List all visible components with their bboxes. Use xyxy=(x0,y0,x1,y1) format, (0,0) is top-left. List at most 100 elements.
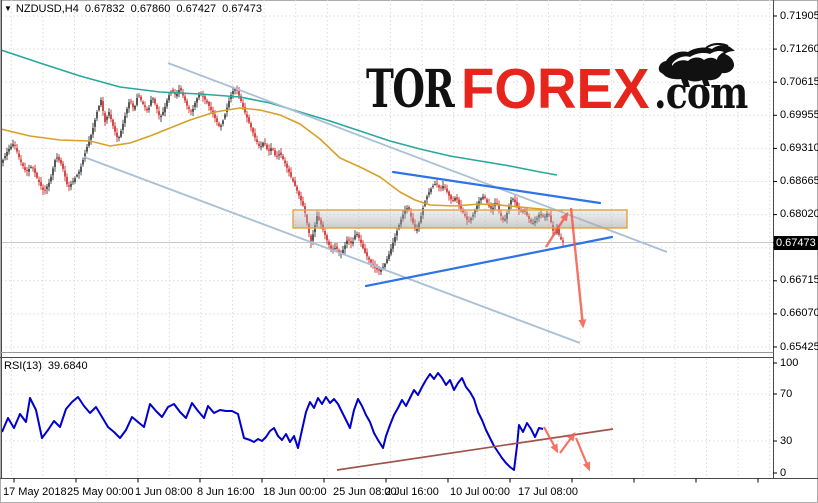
bounce-up-arrow[interactable] xyxy=(544,211,569,248)
candle-body xyxy=(324,231,326,235)
candle-body xyxy=(328,241,330,245)
candle-body xyxy=(168,95,170,101)
candle-body xyxy=(240,96,242,101)
candle-body xyxy=(270,148,272,152)
candle-body xyxy=(244,106,246,113)
candle-body xyxy=(110,114,112,119)
forecast-down-arrow[interactable] xyxy=(569,207,587,329)
rsi-line xyxy=(1,372,544,471)
candle-body xyxy=(130,101,132,103)
ma-slow-teal xyxy=(1,49,558,176)
candle-body xyxy=(128,102,130,109)
candle-body xyxy=(50,176,52,182)
candle-body xyxy=(112,119,114,126)
candle-body xyxy=(266,144,268,150)
candle-body xyxy=(2,160,4,163)
candle-body xyxy=(228,101,230,108)
candle-body xyxy=(480,198,482,201)
candle-body xyxy=(492,207,494,211)
candle-body xyxy=(516,201,518,206)
rsi-support-trendline[interactable] xyxy=(336,428,614,471)
candle-body xyxy=(202,95,204,97)
candle-body xyxy=(94,120,96,127)
candle-body xyxy=(364,248,366,253)
candle-body xyxy=(310,235,312,243)
rsi-title: RSI(13) 39.6840 xyxy=(4,360,94,372)
ma-fast-orange xyxy=(1,107,564,212)
candle-body xyxy=(72,181,74,183)
logo-part-tor: TOR xyxy=(366,59,455,120)
candle-body xyxy=(274,150,276,156)
candle-body xyxy=(14,144,16,146)
candle-body xyxy=(52,168,54,176)
resistance-blue[interactable] xyxy=(391,170,602,205)
candle-body xyxy=(186,100,188,106)
candle-body xyxy=(144,105,146,108)
candle-body xyxy=(138,95,140,97)
candle-body xyxy=(214,114,216,118)
candle-body xyxy=(126,108,128,114)
candle-body xyxy=(330,245,332,249)
candle-body xyxy=(160,116,162,118)
candle-body xyxy=(80,166,82,173)
candle-body xyxy=(446,188,448,192)
candle-body xyxy=(280,152,282,155)
candle-body xyxy=(206,100,208,103)
candle-body xyxy=(26,170,28,171)
candle-body xyxy=(496,203,498,205)
candle-body xyxy=(10,146,12,150)
candle-body xyxy=(204,96,206,100)
candle-body xyxy=(36,172,38,178)
candle-body xyxy=(434,184,436,185)
support-blue[interactable] xyxy=(364,235,614,288)
candle-body xyxy=(298,191,300,196)
candle-body xyxy=(294,180,296,186)
logo-part-forex: FOREX xyxy=(461,57,650,121)
candle-body xyxy=(30,167,32,168)
candle-body xyxy=(378,269,380,271)
candle-body xyxy=(232,91,234,94)
rsi-bounce-up-arrow[interactable] xyxy=(559,431,576,454)
candle-body xyxy=(356,234,358,236)
rsi-down-arrow-2[interactable] xyxy=(574,437,591,472)
candle-body xyxy=(456,197,458,200)
candle-body xyxy=(254,133,256,138)
candle-body xyxy=(216,118,218,122)
candle-body xyxy=(348,239,350,241)
candle-body xyxy=(104,113,106,122)
ohlc-low: 0.67427 xyxy=(176,3,217,15)
candle-body xyxy=(108,112,110,116)
candle-body xyxy=(486,199,488,203)
candle-body xyxy=(64,170,66,177)
panel-borders xyxy=(0,0,818,479)
candle-body xyxy=(326,235,328,241)
candle-body xyxy=(224,114,226,119)
candle-body xyxy=(292,178,294,182)
candle-body xyxy=(220,125,222,127)
candle-body xyxy=(192,109,194,112)
candle-body xyxy=(430,188,432,193)
candle-body xyxy=(24,167,26,170)
candle-body xyxy=(260,146,262,148)
current-price-box: 0.67473 xyxy=(774,235,818,250)
candle-body xyxy=(222,120,224,124)
candle-body xyxy=(442,186,444,189)
candle-body xyxy=(342,249,344,254)
candle-body xyxy=(46,186,48,190)
rsi-down-arrow-1[interactable] xyxy=(543,426,559,454)
candle-body xyxy=(362,243,364,249)
candle-body xyxy=(18,153,20,158)
candle-body xyxy=(450,195,452,200)
candle-body xyxy=(380,269,382,272)
candle-body xyxy=(98,106,100,111)
descending-channel-lower[interactable] xyxy=(83,156,581,344)
candle-body xyxy=(102,101,104,111)
candle-body xyxy=(386,259,388,264)
resistance-zone-rectangle[interactable] xyxy=(292,209,628,229)
candle-body xyxy=(334,248,336,249)
candle-body xyxy=(248,117,250,123)
axis-ticks xyxy=(13,15,777,483)
candle-body xyxy=(558,228,560,235)
ohlc-open: 0.67832 xyxy=(84,3,125,15)
